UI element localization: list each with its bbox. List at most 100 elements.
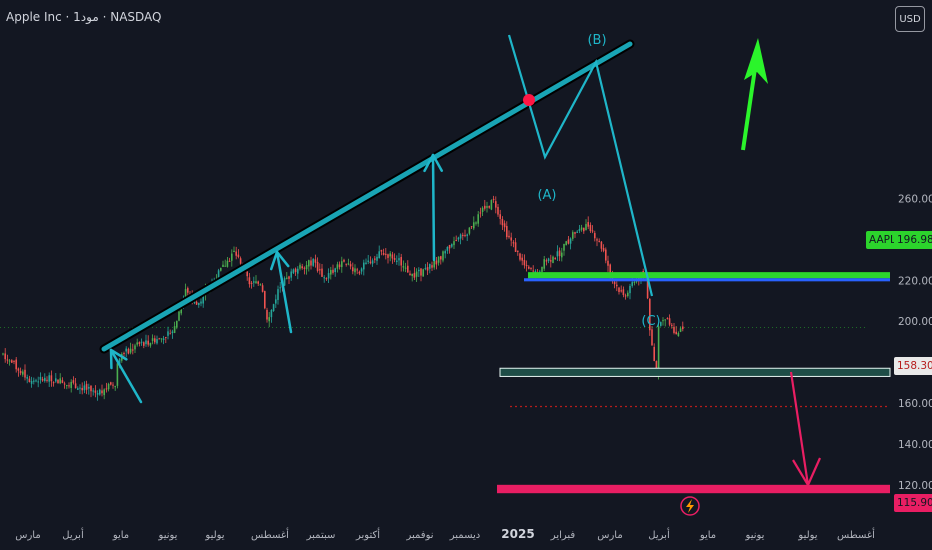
candle-body (107, 383, 110, 390)
candle-body (646, 276, 649, 299)
candle-body (158, 338, 160, 340)
currency-button[interactable]: USD (895, 6, 925, 32)
candle-body (508, 235, 510, 238)
candle-body (660, 322, 662, 326)
candle-body (314, 259, 317, 263)
candle-body (673, 326, 675, 333)
candle-body (11, 360, 13, 363)
candle-body (330, 270, 332, 275)
candle-body (677, 332, 680, 337)
candle-body (138, 342, 141, 344)
candle-body (455, 240, 457, 242)
candle-body (429, 264, 431, 269)
candle-body (70, 381, 72, 388)
candle-body (169, 333, 171, 335)
candle-body (464, 235, 466, 237)
candle-body (299, 264, 301, 269)
candle-body (30, 380, 33, 384)
candle-body (470, 226, 473, 228)
candle-body (363, 262, 365, 270)
x-tick-label: ﻳﻮﻟﻴﻮ (204, 530, 224, 541)
candle-body (118, 358, 121, 364)
x-tick-label: ﻣﺎﺭﺱ (15, 530, 40, 541)
candle-body (519, 253, 521, 260)
x-tick-label: ﻓﺒﺮﺍﻳﺮ (550, 530, 576, 541)
candle-body (266, 309, 268, 320)
candle-body (558, 250, 561, 257)
candle-body (466, 234, 468, 236)
candle-body (59, 378, 61, 384)
level-price-label-low: 115.90 (894, 494, 932, 512)
candle-body (341, 261, 343, 268)
candle-body (567, 239, 570, 244)
candle-body (591, 230, 594, 232)
candle-body (83, 385, 86, 391)
candle-body (22, 371, 24, 375)
candle-body (374, 258, 376, 260)
candle-body (514, 242, 517, 252)
candle-body (277, 289, 279, 300)
candle-body (620, 290, 622, 292)
candle-body (217, 270, 220, 282)
candle-body (154, 338, 156, 343)
candle-body (501, 218, 504, 226)
candle-body (292, 269, 295, 274)
candle-body (222, 264, 224, 268)
candle-body (44, 377, 46, 382)
candle-body (354, 268, 356, 273)
candle-body (473, 222, 475, 229)
zone-demand (499, 367, 891, 377)
candle-body (426, 267, 429, 271)
candle-body (294, 268, 297, 273)
up-arrow-2-head-1 (275, 250, 290, 268)
candle-body (55, 378, 57, 382)
candle-body (545, 260, 548, 262)
candle-body (598, 240, 600, 242)
x-tick-label: ﻳﻮﻧﻴﻮ (158, 530, 178, 541)
candle-body (246, 271, 248, 277)
candle-body (270, 310, 273, 318)
candle-body (248, 277, 251, 285)
candle-body (371, 260, 374, 264)
candle-body (68, 385, 70, 387)
candle-body (367, 260, 369, 262)
candle-body (664, 319, 666, 321)
candle-body (178, 311, 180, 321)
up-arrow-2-shaft (275, 250, 293, 334)
candle-body (600, 241, 603, 249)
candle-body (24, 369, 26, 378)
x-tick-label: ﺃﻏﺴﻄﺲ (837, 527, 875, 541)
candle-body (50, 375, 53, 382)
candle-body (283, 277, 286, 286)
candle-body (457, 237, 460, 240)
zones-layer (497, 272, 891, 494)
candle-body (6, 359, 9, 361)
x-tick-label: ﺳﺒﺘﻤﺒﺮ (306, 530, 336, 541)
candle-body (316, 261, 319, 271)
candle-body (279, 287, 281, 289)
trendline (101, 41, 633, 352)
candle-body (165, 336, 167, 338)
candle-body (565, 241, 567, 246)
candle-body (481, 207, 484, 212)
x-tick-label: ﻣﺎﻳﻮ (112, 530, 129, 541)
candle-body (151, 338, 154, 341)
candle-body (396, 260, 398, 262)
candle-body (682, 326, 684, 330)
candle-body (517, 250, 519, 252)
down-arrow-head-right (806, 457, 822, 486)
candle-body (583, 227, 585, 232)
candle-body (651, 329, 653, 346)
candle-body (123, 353, 125, 355)
last-price-label: 196.98 (894, 231, 932, 249)
y-tick-label: 140.00 (898, 439, 932, 451)
candle-body (627, 292, 629, 297)
up-arrow-3-head-0 (423, 153, 435, 173)
candle-body (653, 346, 655, 362)
candle-body (286, 277, 288, 279)
candle-body (369, 261, 372, 264)
target-arrow-head (744, 38, 768, 84)
down-arrow-head-left (792, 459, 809, 486)
candle-body (347, 263, 350, 265)
